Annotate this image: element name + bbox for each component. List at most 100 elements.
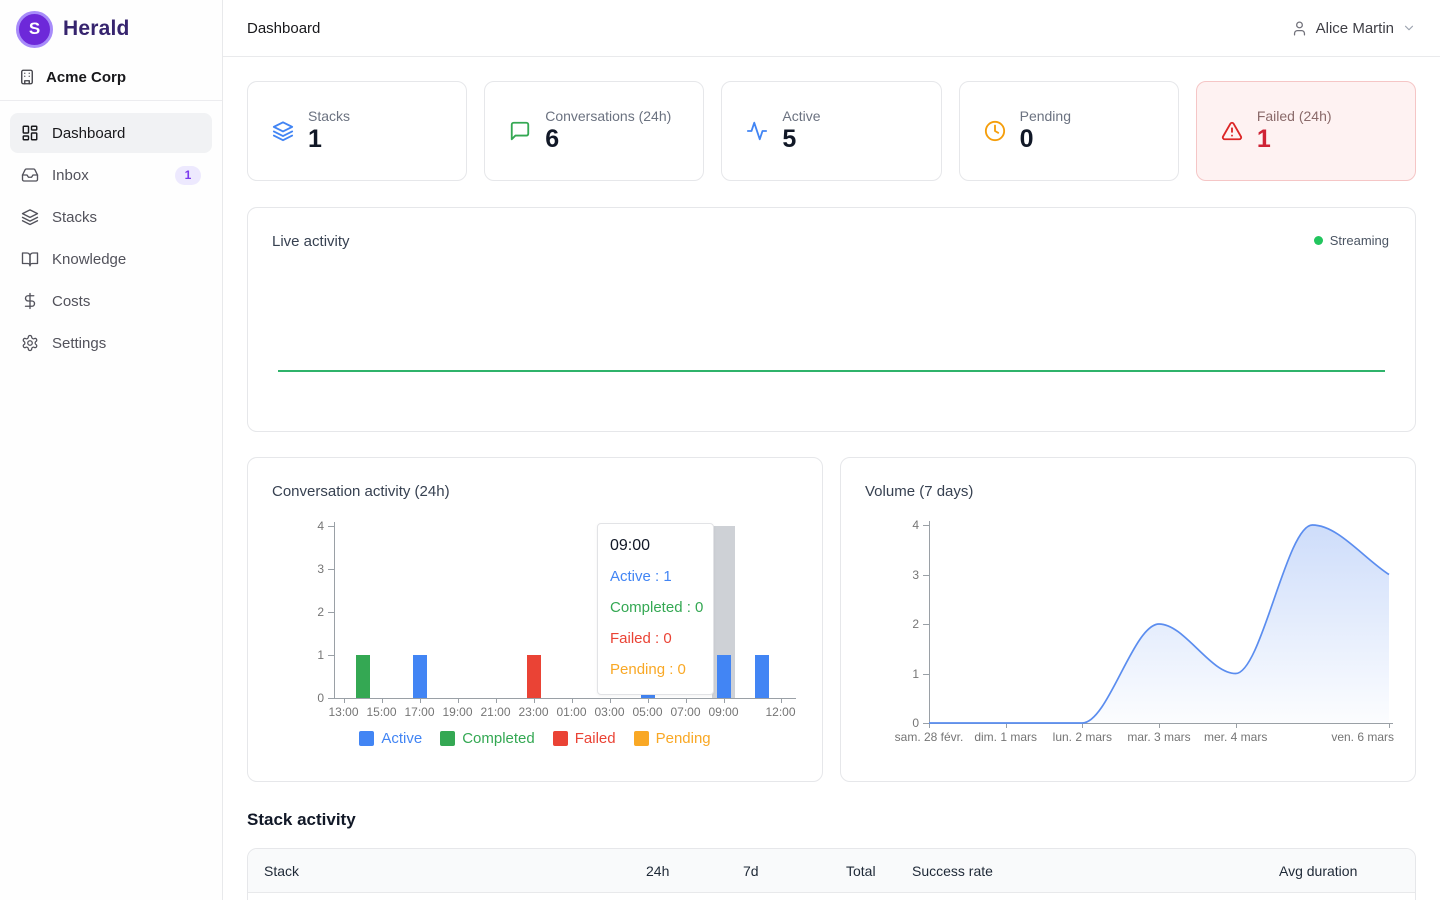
stats-row: Stacks 1 Conversations (24h)6 Active5 Pen… — [247, 81, 1416, 181]
y-axis-label: 3 — [290, 561, 324, 577]
legend-swatch — [553, 731, 568, 746]
stat-card-conversations[interactable]: Conversations (24h)6 — [484, 81, 704, 181]
sidebar-nav: Dashboard Inbox 1 Stacks Knowledge Costs — [0, 101, 222, 375]
y-axis-line — [334, 522, 335, 698]
x-tick — [534, 698, 535, 703]
sidebar-item-inbox[interactable]: Inbox 1 — [10, 155, 212, 195]
brand[interactable]: S Herald — [0, 0, 222, 58]
charts-row: Conversation activity (24h) 0123413:0015… — [247, 457, 1416, 782]
sidebar-item-label: Dashboard — [52, 125, 125, 142]
live-activity-panel: Live activity Streaming — [247, 207, 1416, 432]
legend-swatch — [440, 731, 455, 746]
x-axis-label: 19:00 — [442, 705, 472, 719]
stat-card-stacks[interactable]: Stacks 1 — [247, 81, 467, 181]
dashboard-icon — [21, 124, 39, 142]
tooltip-title: 09:00 — [610, 533, 701, 559]
stat-value: 1 — [1257, 126, 1332, 154]
y-axis-label: 1 — [290, 647, 324, 663]
sidebar-item-label: Stacks — [52, 209, 97, 226]
volume-card: Volume (7 days) 01234sam. 28 févr.dim. 1… — [840, 457, 1416, 782]
x-tick — [382, 698, 383, 703]
dashboard-content: Stacks1 Conversations (24h)6 Active5 Pen… — [223, 57, 1440, 900]
stack-activity-heading: Stack activity — [247, 810, 1416, 830]
message-square-icon — [509, 120, 531, 142]
herald-logo-icon: S — [16, 11, 53, 48]
sidebar-item-knowledge[interactable]: Knowledge — [10, 239, 212, 279]
legend-item-active[interactable]: Active — [359, 730, 422, 747]
x-tick — [496, 698, 497, 703]
logo-letter: S — [29, 19, 40, 39]
x-axis-label: 07:00 — [670, 705, 700, 719]
x-axis-label: 15:00 — [366, 705, 396, 719]
chart-bar-active-09:00[interactable] — [717, 655, 731, 698]
chart-bar-failed-23:00[interactable] — [527, 655, 541, 698]
x-tick — [344, 698, 345, 703]
sidebar-item-label: Settings — [52, 335, 106, 352]
y-axis-label: 4 — [290, 518, 324, 534]
stat-value: 1 — [308, 126, 350, 154]
brand-name: Herald — [63, 17, 130, 41]
chart-bar-active-17:00[interactable] — [413, 655, 427, 698]
legend-item-completed[interactable]: Completed — [440, 730, 535, 747]
stat-value: 5 — [782, 126, 820, 154]
x-tick — [572, 698, 573, 703]
legend-swatch — [359, 731, 374, 746]
sidebar-item-label: Knowledge — [52, 251, 126, 268]
layers-icon — [21, 208, 39, 226]
y-tick — [328, 698, 334, 699]
streaming-dot-icon — [1314, 236, 1323, 245]
sidebar: S Herald Acme Corp Dashboard Inbox 1 Sta… — [0, 0, 223, 900]
col-avg-duration: Avg duration — [1279, 863, 1399, 879]
legend-swatch — [634, 731, 649, 746]
sidebar-item-costs[interactable]: Costs — [10, 281, 212, 321]
stat-label: Stacks — [308, 108, 350, 124]
table-row — [248, 893, 1415, 900]
activity-icon — [746, 120, 768, 142]
inbox-icon — [21, 166, 39, 184]
col-7d: 7d — [743, 863, 846, 879]
x-tick — [610, 698, 611, 703]
tooltip-row-completed: Completed : 0 — [610, 592, 701, 623]
x-axis-label: 21:00 — [480, 705, 510, 719]
stat-label: Pending — [1020, 108, 1071, 124]
sidebar-item-stacks[interactable]: Stacks — [10, 197, 212, 237]
legend-item-pending[interactable]: Pending — [634, 730, 711, 747]
x-axis-label: 13:00 — [328, 705, 358, 719]
table-header-row: Stack 24h 7d Total Success rate Avg dura… — [248, 849, 1415, 893]
legend-item-failed[interactable]: Failed — [553, 730, 616, 747]
x-axis-label: 23:00 — [518, 705, 548, 719]
chart-bar-completed-14:00[interactable] — [356, 655, 370, 698]
y-axis-label: 2 — [290, 604, 324, 620]
y-tick — [328, 655, 334, 656]
sidebar-item-dashboard[interactable]: Dashboard — [10, 113, 212, 153]
x-tick — [458, 698, 459, 703]
tooltip-row-pending: Pending : 0 — [610, 654, 701, 685]
col-success-rate: Success rate — [912, 863, 1279, 879]
x-axis-label: 17:00 — [404, 705, 434, 719]
x-tick — [781, 698, 782, 703]
layers-icon — [272, 120, 294, 142]
col-24h: 24h — [646, 863, 743, 879]
volume-chart[interactable]: 01234sam. 28 févr.dim. 1 marslun. 2 mars… — [841, 458, 1415, 781]
user-name: Alice Martin — [1316, 20, 1394, 37]
chart-bar-active-11:00[interactable] — [755, 655, 769, 698]
stat-card-active[interactable]: Active5 — [721, 81, 941, 181]
user-menu[interactable]: Alice Martin — [1291, 20, 1416, 37]
conversation-activity-chart[interactable]: 0123413:0015:0017:0019:0021:0023:0001:00… — [248, 458, 822, 781]
clock-icon — [984, 120, 1006, 142]
stat-card-pending[interactable]: Pending0 — [959, 81, 1179, 181]
top-header: Dashboard Alice Martin — [223, 0, 1440, 57]
sidebar-item-label: Costs — [52, 293, 90, 310]
alert-triangle-icon — [1221, 120, 1243, 142]
col-total: Total — [846, 863, 912, 879]
x-tick — [420, 698, 421, 703]
sidebar-item-settings[interactable]: Settings — [10, 323, 212, 363]
chevron-down-icon — [1402, 21, 1416, 35]
stat-card-failed[interactable]: Failed (24h)1 — [1196, 81, 1416, 181]
chart-tooltip: 09:00Active : 1Completed : 0Failed : 0Pe… — [597, 523, 714, 695]
org-name: Acme Corp — [46, 69, 126, 86]
org-switcher[interactable]: Acme Corp — [0, 58, 222, 101]
sidebar-item-label: Inbox — [52, 167, 89, 184]
x-axis-line — [334, 698, 796, 699]
stat-label: Conversations (24h) — [545, 108, 671, 124]
